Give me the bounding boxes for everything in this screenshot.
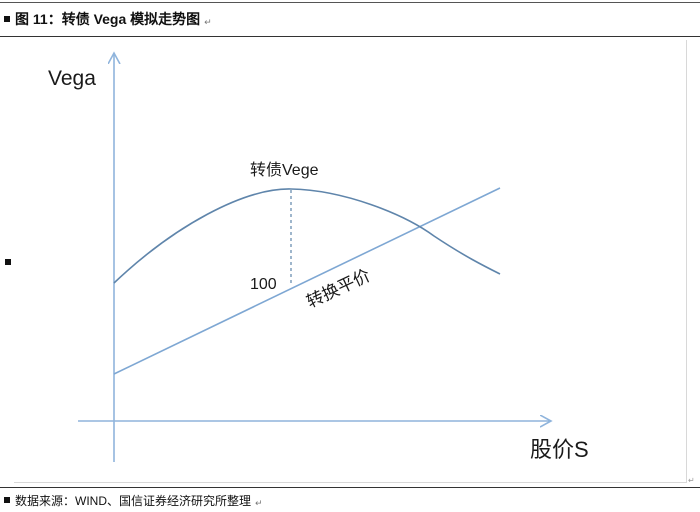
vega-diagram: Vega 股价S 转债Vege 100 转换平价 bbox=[14, 40, 687, 483]
top-rule bbox=[0, 2, 700, 3]
source-text: 数据来源：WIND、国信证券经济研究所整理 bbox=[15, 493, 251, 508]
paragraph-mark-icon: ↵ bbox=[255, 497, 263, 508]
bullet-square-icon bbox=[4, 16, 10, 22]
bullet-square-icon bbox=[5, 259, 11, 265]
parity-line-label: 转换平价 bbox=[304, 266, 374, 312]
conversion-parity-line bbox=[113, 187, 501, 375]
y-axis-label: Vega bbox=[48, 67, 96, 90]
figure-title: 图 11：转债 Vega 模拟走势图 bbox=[15, 11, 201, 27]
curve-label: 转债Vege bbox=[250, 161, 319, 179]
figure-caption: 图 11：转债 Vega 模拟走势图 ↵ bbox=[4, 9, 212, 29]
source-note: 数据来源：WIND、国信证券经济研究所整理 ↵ bbox=[4, 491, 263, 509]
gap-value-label: 100 bbox=[250, 276, 277, 293]
bottom-rule bbox=[0, 487, 700, 488]
paragraph-mark-icon: ↵ bbox=[204, 16, 212, 27]
title-rule bbox=[0, 36, 700, 37]
vega-diagram-svg: Vega 股价S 转债Vege 100 转换平价 bbox=[48, 40, 589, 462]
x-axis-label: 股价S bbox=[530, 437, 589, 462]
vega-curve bbox=[113, 188, 501, 284]
corner-mark-icon: ↵ bbox=[688, 476, 695, 485]
bullet-square-icon bbox=[4, 497, 10, 503]
